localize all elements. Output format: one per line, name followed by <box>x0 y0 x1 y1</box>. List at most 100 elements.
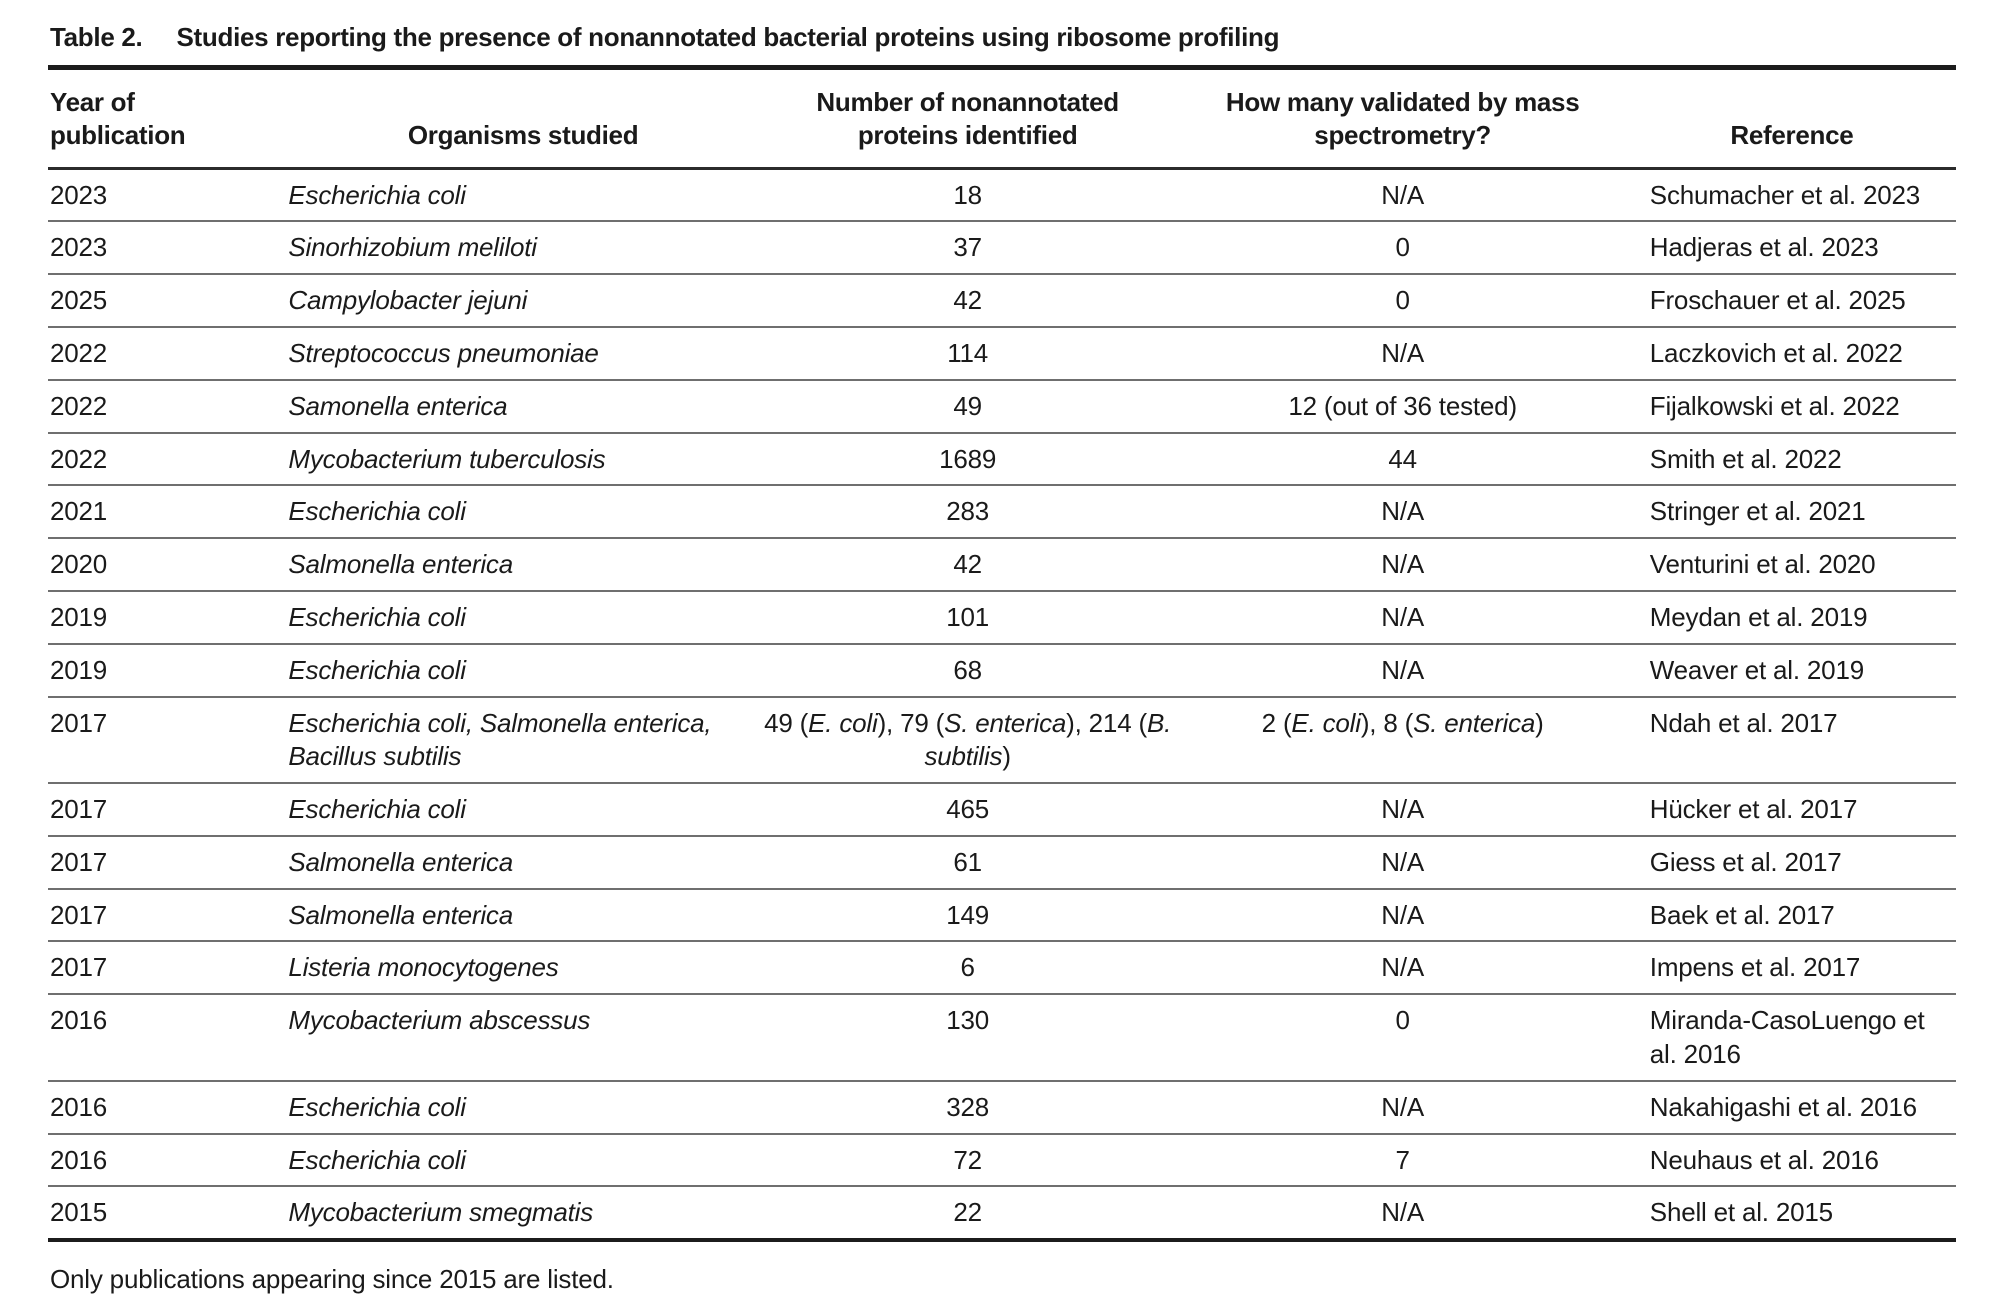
col-header-organisms: Organisms studied <box>288 70 758 170</box>
cell-organism: Salmonella enterica <box>288 537 758 591</box>
cell-year: 2023 <box>50 179 108 210</box>
table-row: 2021 Escherichia coli 283 N/A Stringer et al… <box>48 484 1956 539</box>
cell-validated: N/A <box>1177 887 1628 942</box>
cell-organism: Mycobacterium abscessus <box>288 993 758 1081</box>
cell-number: 130 <box>757 993 1178 1081</box>
data-table: Year of publication Organisms studied Nu… <box>48 70 1956 1243</box>
cell-organism: Mycobacterium smegmatis <box>288 1185 758 1243</box>
cell-validated: N/A <box>1177 1079 1628 1134</box>
cell-reference: Shell et al. 2015 <box>1627 1185 1956 1243</box>
cell-year: 2022 <box>48 431 289 486</box>
cell-number: 37 <box>757 220 1178 275</box>
cell-year: 2020 <box>48 537 289 591</box>
cell-number: 49 (E. coli), 79 (S. enterica), 214 (B. … <box>757 695 1178 784</box>
cell-year: 2015 <box>48 1185 289 1243</box>
table-row: 2025 Campylobacter jejuni 42 0 Froschauer et… <box>48 273 1956 327</box>
cell-organism: Escherichia coli <box>288 179 466 210</box>
cell-validated: 12 (out of 36 tested) <box>1177 378 1628 433</box>
cell-validated: N/A <box>1177 325 1628 380</box>
cell-year: 2022 <box>48 378 289 433</box>
cell-reference: Miranda-CasoLuengo et al. 2016 <box>1627 993 1956 1081</box>
cell-year: 2017 <box>48 834 289 889</box>
cell-number: 283 <box>757 484 1178 539</box>
cell-number: 101 <box>757 589 1178 644</box>
cell-reference: Hadjeras et al. 2023 <box>1627 220 1956 275</box>
cell-year: 2017 <box>48 695 289 784</box>
cell-year: 2019 <box>48 642 289 697</box>
cell-reference: Venturini et al. 2020 <box>1627 537 1956 591</box>
cell-reference: Nakahigashi et al. 2016 <box>1627 1079 1956 1134</box>
cell-organism: Salmonella enterica <box>288 887 758 942</box>
cell-validated: N/A <box>1177 834 1628 889</box>
table-row: 2023 Sinorhizobium meliloti 37 0 Hadjeras et… <box>48 220 1956 275</box>
cell-validated: N/A <box>1177 484 1628 539</box>
cell-year: 2023 <box>48 220 289 275</box>
cell-validated: 0 <box>1177 220 1628 275</box>
cell-organism: Escherichia coli <box>288 1079 758 1134</box>
cell-year: 2016 <box>48 1079 289 1134</box>
cell-number: 149 <box>757 887 1178 942</box>
cell-number: 42 <box>757 273 1178 327</box>
cell-reference: Baek et al. 2017 <box>1627 887 1956 942</box>
table-row: 2022 Streptococcus pneumoniae 114 N/A Laczko… <box>48 325 1956 380</box>
cell-reference: Impens et al. 2017 <box>1627 940 1956 995</box>
cell-validated: N/A <box>1381 179 1425 210</box>
cell-reference: Hücker et al. 2017 <box>1627 782 1956 836</box>
cell-year: 2022 <box>48 325 289 380</box>
table-row: 2017 Salmonella enterica 149 N/A Baek et al.… <box>48 887 1956 942</box>
cell-reference: Ndah et al. 2017 <box>1627 695 1956 784</box>
cell-organism: Samonella enterica <box>288 378 758 433</box>
table-row: 2017 Salmonella enterica 61 N/A Giess et al.… <box>48 834 1956 889</box>
cell-organism: Sinorhizobium meliloti <box>288 220 758 275</box>
cell-year: 2025 <box>48 273 289 327</box>
col-header-reference: Reference <box>1627 70 1956 170</box>
header-row: Year of publication Organisms studied Nu… <box>48 70 1956 170</box>
cell-reference: Weaver et al. 2019 <box>1627 642 1956 697</box>
cell-validated: N/A <box>1177 537 1628 591</box>
table-row: 2019 Escherichia coli 68 N/A Weaver et al. 2… <box>48 642 1956 697</box>
cell-validated: N/A <box>1177 940 1628 995</box>
col-header-validated: How many validated by mass spectrometry? <box>1177 70 1628 170</box>
cell-year: 2016 <box>48 993 289 1081</box>
cell-organism: Escherichia coli <box>288 484 758 539</box>
cell-organism: Salmonella enterica <box>288 834 758 889</box>
cell-number: 1689 <box>757 431 1178 486</box>
cell-reference: Schumacher et al. 2023 <box>1649 179 1921 210</box>
cell-year: 2021 <box>48 484 289 539</box>
cell-reference: Laczkovich et al. 2022 <box>1627 325 1956 380</box>
cell-validated: N/A <box>1177 1185 1628 1243</box>
cell-validated: 7 <box>1177 1132 1628 1187</box>
table-row: 2015 Mycobacterium smegmatis 22 N/A Shell et… <box>48 1185 1956 1243</box>
cell-organism: Mycobacterium tuberculosis <box>288 431 758 486</box>
cell-year: 2019 <box>48 589 289 644</box>
cell-reference: Fijalkowski et al. 2022 <box>1627 378 1956 433</box>
cell-organism: Escherichia coli <box>288 782 758 836</box>
cell-number: 49 <box>757 378 1178 433</box>
cell-validated: N/A <box>1177 642 1628 697</box>
cell-reference: Stringer et al. 2021 <box>1627 484 1956 539</box>
cell-number: 6 <box>757 940 1178 995</box>
cell-number: 68 <box>757 642 1178 697</box>
cell-reference: Smith et al. 2022 <box>1627 431 1956 486</box>
cell-validated: 2 (E. coli), 8 (S. enterica) <box>1177 695 1628 784</box>
cell-year: 2016 <box>48 1132 289 1187</box>
table-row: 2016 Mycobacterium abscessus 130 0 Miranda-C… <box>48 993 1956 1081</box>
cell-number: 465 <box>757 782 1178 836</box>
table-row: 2022 Samonella enterica 49 12 (out of 36 te… <box>48 378 1956 433</box>
cell-number: 22 <box>757 1185 1178 1243</box>
table-footnote: Only publications appearing since 2015 a… <box>50 1264 614 1295</box>
cell-reference: Froschauer et al. 2025 <box>1627 273 1956 327</box>
cell-organism: Escherichia coli <box>288 642 758 697</box>
table-row: 2020 Salmonella enterica 42 N/A Venturini et… <box>48 537 1956 591</box>
table-row: 2016 Escherichia coli 72 7 Neuhaus et al. 20… <box>48 1132 1956 1187</box>
cell-number: 61 <box>757 834 1178 889</box>
table-row: 2016 Escherichia coli 328 N/A Nakahigashi et… <box>48 1079 1956 1134</box>
cell-reference: Giess et al. 2017 <box>1627 834 1956 889</box>
table-row: 2022 Mycobacterium tuberculosis 1689 44 Smit… <box>48 431 1956 486</box>
table-row: 2017 Listeria monocytogenes 6 N/A Impens et … <box>48 940 1956 995</box>
cell-year: 2017 <box>48 887 289 942</box>
cell-number: 114 <box>757 325 1178 380</box>
cell-validated: N/A <box>1177 589 1628 644</box>
table-row: 2023 Escherichia coli 18 N/A Schumacher et a… <box>48 168 1956 221</box>
cell-validated: N/A <box>1177 782 1628 836</box>
